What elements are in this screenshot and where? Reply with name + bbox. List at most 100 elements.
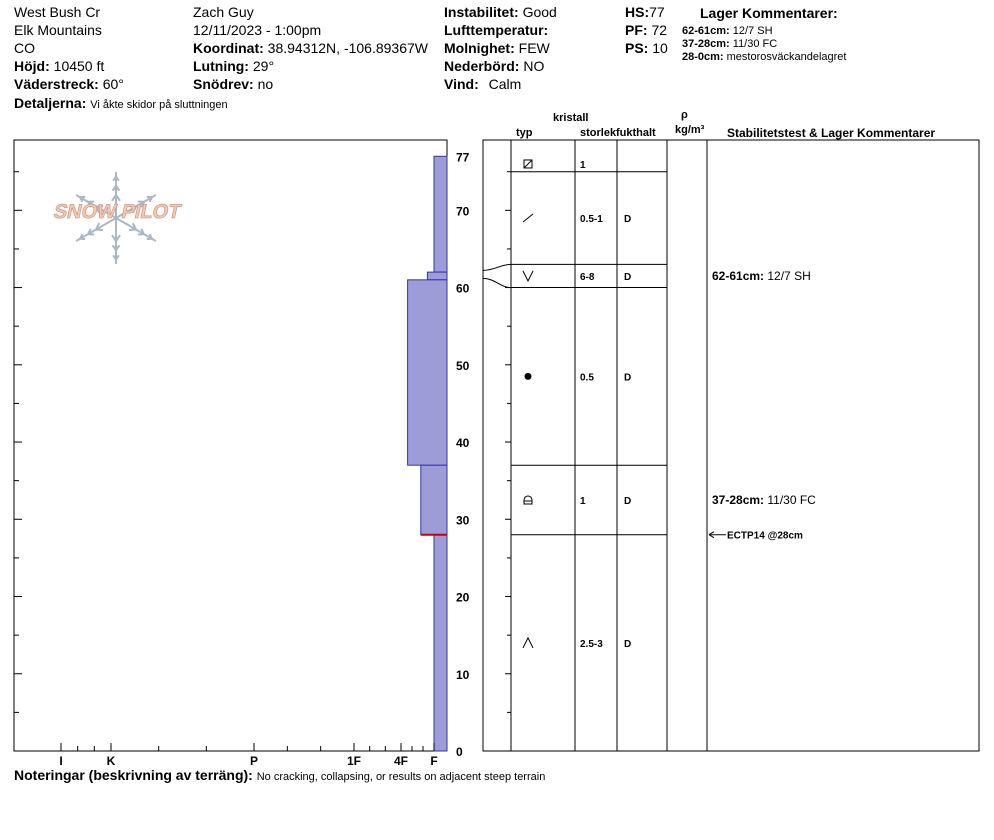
snowflake-branch — [131, 206, 137, 214]
col-crystal: kristall — [553, 112, 589, 124]
sky: Molnighet: FEW — [444, 40, 550, 56]
col-moisture: fukthalt — [616, 127, 656, 139]
grain-row: 2.5-3 D — [511, 534, 667, 650]
surface-hoar-icon — [522, 270, 534, 283]
grain-row: 0.5 D — [511, 287, 667, 383]
elevation-value: 10450 ft — [53, 58, 105, 74]
hardness-tick-label: P — [250, 754, 258, 768]
box-icon — [523, 159, 533, 169]
slope: Lutning: 29° — [193, 58, 274, 74]
sky-label: Molnighet: — [444, 40, 515, 56]
snowflake-branch — [115, 176, 120, 182]
snowflake-branch — [95, 222, 101, 230]
precip-label: Nederbörd: — [444, 58, 520, 74]
grain-moisture: D — [624, 639, 631, 650]
layer-comment-range: 37-28cm: — [682, 38, 730, 50]
snowflake-branch — [96, 228, 104, 232]
logo-text: SNOW PILOT — [51, 201, 184, 223]
depth-tick-label: 50 — [456, 359, 470, 373]
hardness-tick-label: 1F — [347, 754, 361, 768]
snowflake-branch — [111, 244, 117, 251]
layer-comment: 62-61cm: 12/7 SH — [682, 25, 773, 38]
slash-icon — [522, 213, 534, 223]
grain-moisture: D — [624, 214, 631, 225]
depth-tick-label: 20 — [456, 591, 470, 605]
grain-size: 1 — [580, 160, 586, 171]
snowflake-icon — [75, 172, 157, 264]
layer-comment: 28-0cm: mestorosväckandelagret — [682, 51, 846, 64]
box-diagonal — [523, 159, 533, 169]
aspect-label: Väderstreck: — [14, 76, 99, 92]
mountain-range: Elk Mountains — [14, 22, 102, 38]
layer-connector — [482, 263, 512, 271]
snowflake-branch — [95, 206, 101, 214]
slope-value: 29° — [252, 58, 275, 74]
depth-tick-label: 60 — [456, 282, 470, 296]
hardness-tick-label: 4F — [394, 754, 408, 768]
hs-label: HS: — [625, 4, 650, 20]
slope-label: Lutning: — [193, 58, 249, 74]
pf-value: 72 — [651, 22, 668, 38]
hardness-tick-label: I — [59, 754, 62, 768]
grain-size: 6-8 — [580, 272, 595, 283]
snowflake-branch — [112, 254, 117, 260]
notes-label: Noteringar (beskrivning av terräng): — [14, 767, 253, 783]
stability-comment-text: 62-61cm: 12/7 SH — [712, 269, 811, 283]
airtemp-label: Lufttemperatur: — [444, 22, 549, 38]
depth-tick-label: 70 — [456, 204, 470, 218]
layer-comment-range: 28-0cm: — [682, 51, 724, 63]
observer: Zach Guy — [193, 4, 254, 20]
hs-value: 77 — [649, 4, 665, 20]
elevation-label: Höjd: — [14, 58, 50, 74]
grain-size: 1 — [580, 496, 586, 507]
hs: HS:77 — [625, 4, 665, 20]
snowflake-branch — [148, 196, 153, 203]
stability-comment: 37-28cm: 11/30 FC — [712, 493, 816, 507]
hardness-layer-bar — [407, 279, 448, 466]
grain-size: 2.5-3 — [580, 639, 603, 650]
stability-comment: 62-61cm: 12/7 SH — [712, 269, 811, 283]
col-type: typ — [516, 127, 533, 139]
state: CO — [14, 40, 35, 56]
snowflake-branch — [115, 194, 121, 202]
instability: Instabilitet: Good — [444, 4, 557, 20]
layer-comments-title: Lager Kommentarer: — [700, 5, 838, 21]
grain-rows: 10.5-1 D6-8 D0.5 D1 D2.5-3 D — [482, 159, 667, 650]
precip-value: NO — [523, 58, 545, 74]
snowflake-branch — [115, 185, 121, 192]
snowflake-branch — [128, 228, 136, 232]
depth-tick-label: 10 — [456, 668, 470, 682]
air-temp: Lufttemperatur: — [444, 22, 548, 38]
ps-label: PS: — [625, 40, 649, 56]
location: West Bush Cr — [14, 4, 101, 20]
left-depth-ticks — [14, 171, 22, 713]
stability-test-label: ECTP14 @28cm — [727, 531, 803, 542]
grain-moisture: D — [624, 496, 631, 507]
wind: Vind: Calm — [444, 76, 521, 92]
hardness-profile — [407, 155, 448, 752]
elevation: Höjd: 10450 ft — [14, 58, 104, 74]
depth-tick-label: 30 — [456, 513, 470, 527]
arrowhead-icon — [708, 531, 715, 539]
layer-table-frame — [482, 139, 980, 752]
drift: Snödrev: no — [193, 76, 273, 92]
precip: Nederbörd: NO — [444, 58, 544, 74]
grain-moisture: D — [624, 272, 631, 283]
pf: PF: 72 — [625, 22, 667, 38]
layer-connector — [482, 277, 512, 289]
details-label: Detaljerna: — [14, 95, 87, 111]
ps-value: 10 — [652, 40, 668, 56]
terrain-notes: Noteringar (beskrivning av terräng): No … — [14, 767, 545, 784]
drift-value: no — [257, 76, 274, 92]
layer-comment: 37-28cm: 11/30 FC — [682, 38, 777, 51]
layer-comment-text: 11/30 FC — [732, 38, 778, 50]
grain-size: 0.5-1 — [580, 214, 603, 225]
drift-label: Snödrev: — [193, 76, 254, 92]
notes-value: No cracking, collapsing, or results on a… — [256, 771, 546, 783]
stability-comments: 62-61cm: 12/7 SH 37-28cm: 11/30 FC ECTP14 … — [708, 269, 816, 542]
hardness-plot-frame — [13, 139, 448, 752]
details: Detaljerna: Vi åkte skidor på sluttninge… — [14, 95, 228, 112]
logo-label: SNOW PILOT — [52, 201, 184, 223]
